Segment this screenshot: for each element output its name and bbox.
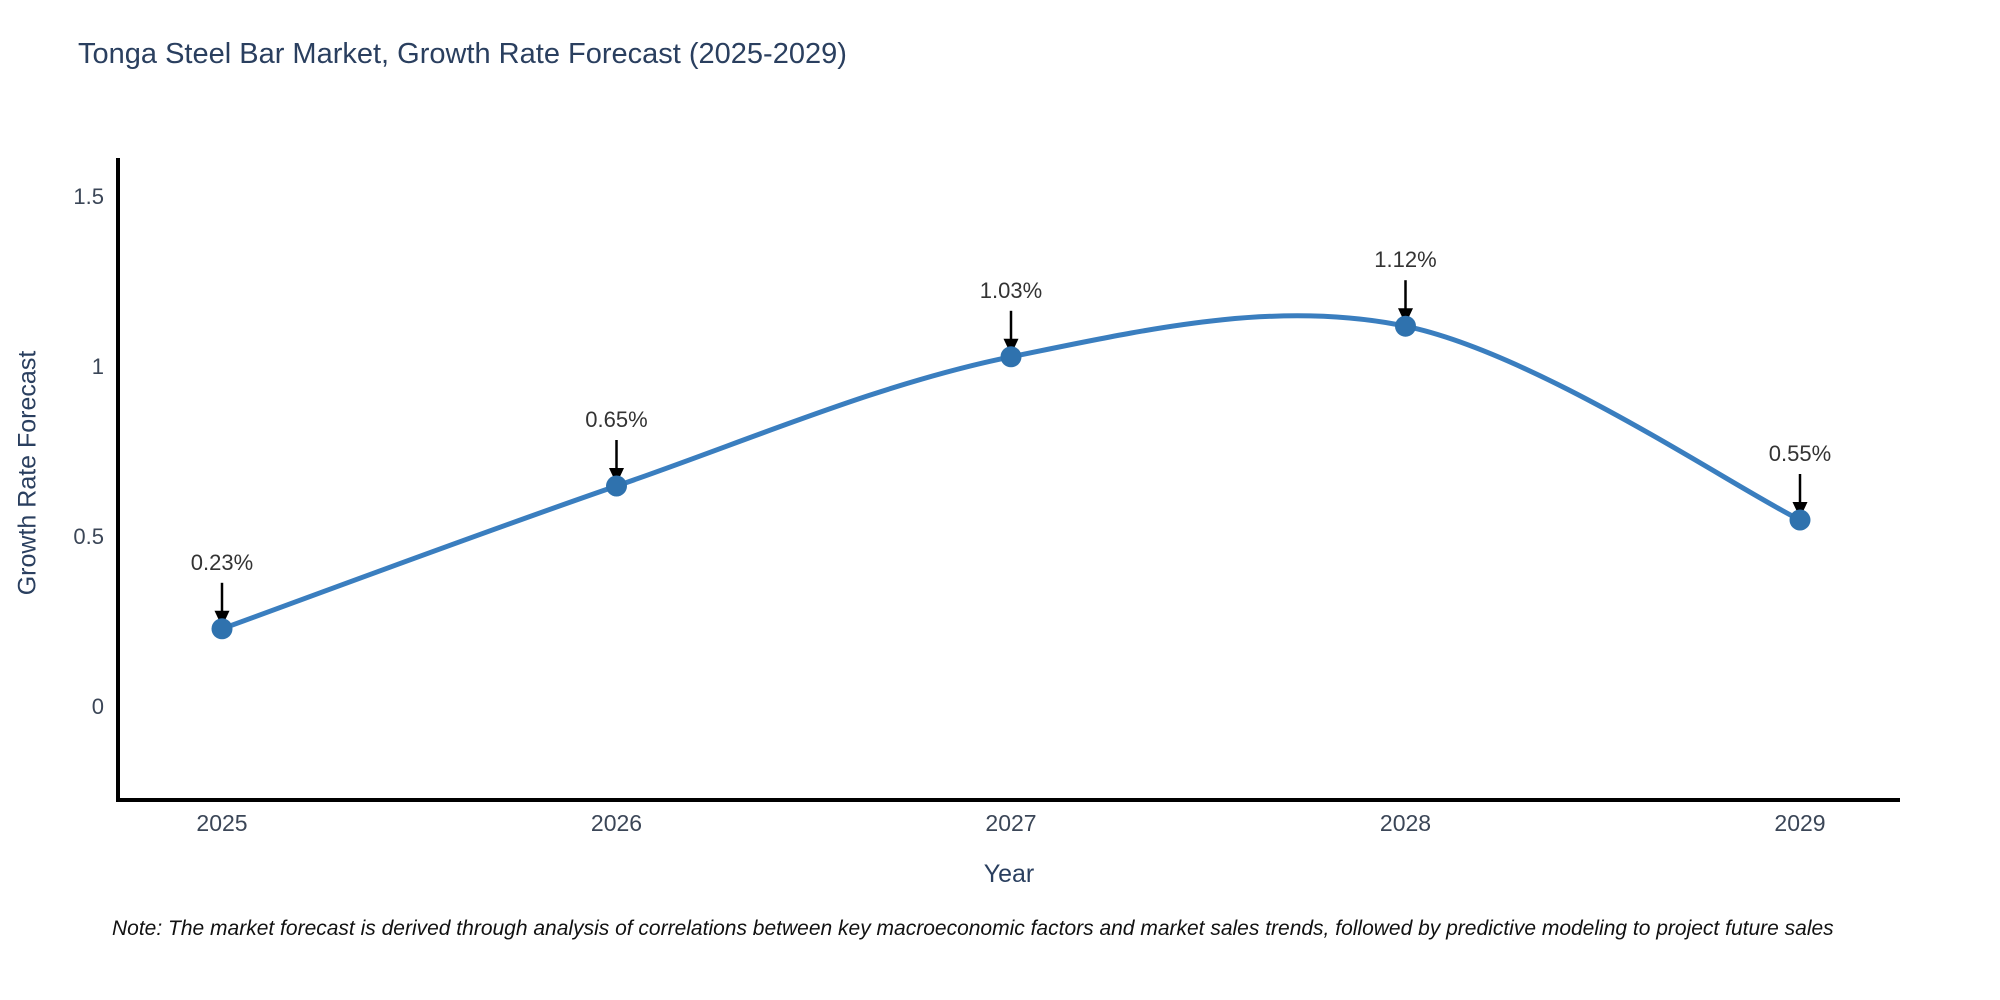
- y-axis-title: Growth Rate Forecast: [13, 350, 42, 596]
- x-axis-tick-label: 2028: [1379, 810, 1432, 836]
- y-axis-tick-label: 0.5: [73, 524, 104, 549]
- x-axis-tick-label: 2025: [196, 810, 248, 836]
- data-point-marker: [1789, 509, 1811, 531]
- data-point-marker: [211, 618, 233, 640]
- axes-lines: [116, 158, 1900, 802]
- point-annotation: 1.12%: [1374, 247, 1437, 273]
- point-annotation: 0.55%: [1768, 441, 1832, 466]
- footnote: Note: The market forecast is derived thr…: [112, 917, 1834, 940]
- point-annotation: 1.03%: [979, 277, 1043, 303]
- point-annotation: 0.23%: [190, 549, 254, 575]
- y-axis-tick-label: 0: [91, 694, 104, 719]
- y-axis-tick-label: 1.5: [73, 184, 104, 209]
- annotation-arrows: [214, 280, 1808, 627]
- x-axis-tick-label: 2029: [1774, 810, 1826, 836]
- y-axis-tick-label: 1: [91, 354, 104, 379]
- point-annotation: 0.65%: [585, 407, 648, 432]
- data-point-markers: [211, 315, 1811, 640]
- x-axis-tick-label: 2027: [985, 810, 1037, 836]
- data-point-marker: [1395, 315, 1416, 337]
- x-axis-tick-label: 2026: [590, 810, 643, 836]
- chart-title: Tonga Steel Bar Market, Growth Rate Fore…: [78, 38, 847, 70]
- x-axis-title: Year: [983, 860, 1035, 888]
- data-point-marker: [1000, 346, 1022, 368]
- data-point-marker: [606, 475, 627, 497]
